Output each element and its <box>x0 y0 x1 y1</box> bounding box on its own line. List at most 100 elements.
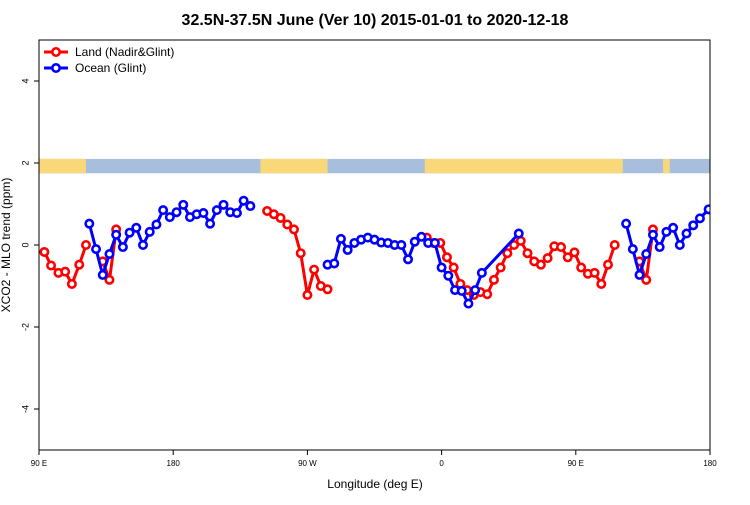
ocean-point <box>634 269 645 280</box>
land-point <box>509 240 520 251</box>
land-point <box>448 262 459 273</box>
x-tick-label: 90 E <box>31 459 47 468</box>
ocean-point <box>703 204 710 215</box>
legend-land-marker <box>50 46 61 57</box>
ocean-point <box>681 228 692 239</box>
ocean-point <box>131 222 142 233</box>
land-point <box>46 260 57 271</box>
land-point <box>275 212 286 223</box>
ocean-point <box>403 254 414 265</box>
land-point <box>641 274 652 285</box>
land-point <box>302 290 313 301</box>
ocean-point <box>164 212 175 223</box>
ocean-point <box>429 237 440 248</box>
ocean-point <box>627 244 638 255</box>
land-ocean-strip <box>39 158 710 174</box>
ocean-point <box>111 229 122 240</box>
x-axis: 90 E 180 90 W 0 90 E 180 <box>31 450 717 468</box>
ocean-point <box>661 226 672 237</box>
land-point <box>39 246 50 257</box>
legend-ocean-label: Ocean (Glint) <box>75 61 146 75</box>
land-point <box>562 252 573 263</box>
ocean-point <box>211 205 222 216</box>
ocean-point <box>342 244 353 255</box>
land-point <box>288 224 299 235</box>
ocean-point <box>621 218 632 229</box>
land-point <box>569 247 580 258</box>
y-axis: 4 2 0 -2 -4 <box>20 78 39 413</box>
ocean-point <box>178 199 189 210</box>
ocean-point <box>409 236 420 247</box>
land-point <box>522 248 533 259</box>
land-point <box>502 248 513 259</box>
land-point <box>589 267 600 278</box>
legend: Land (Nadir&Glint) Ocean (Glint) <box>44 45 174 75</box>
y-tick-label: -2 <box>20 323 30 331</box>
y-tick-label: 2 <box>20 160 30 165</box>
y-tick-label: -4 <box>20 405 30 413</box>
land-point <box>488 274 499 285</box>
ocean-point <box>688 220 699 231</box>
land-strip-span <box>424 158 623 174</box>
land-point <box>60 266 71 277</box>
ocean-point <box>641 249 652 260</box>
land-point <box>66 278 77 289</box>
ocean-point <box>117 242 128 253</box>
land-point <box>282 219 293 230</box>
land-point <box>104 274 115 285</box>
ocean-point <box>238 195 249 206</box>
land-point <box>556 242 567 253</box>
land-point <box>441 252 452 263</box>
ocean-point <box>124 227 135 238</box>
ocean-point <box>513 228 524 239</box>
ocean-point <box>396 240 407 251</box>
land-point <box>482 289 493 300</box>
ocean-point <box>218 199 229 210</box>
ocean-point <box>198 208 209 219</box>
land-point <box>603 259 614 270</box>
ocean-point <box>245 201 256 212</box>
x-tick-label: 90 E <box>568 459 584 468</box>
ocean-point <box>654 242 665 253</box>
chart-title: 32.5N-37.5N June (Ver 10) 2015-01-01 to … <box>182 12 569 29</box>
ocean-point <box>84 218 95 229</box>
ocean-point <box>104 249 115 260</box>
x-tick-label: 180 <box>167 459 181 468</box>
x-axis-label: Longitude (deg E) <box>327 477 422 491</box>
land-point <box>322 284 333 295</box>
ocean-point <box>138 240 149 251</box>
ocean-point <box>205 218 216 229</box>
y-tick-label: 0 <box>20 242 30 247</box>
ocean-point <box>456 285 467 296</box>
ocean-point <box>668 222 679 233</box>
ocean-point <box>171 207 182 218</box>
x-tick-label: 90 W <box>298 459 317 468</box>
land-point <box>74 259 85 270</box>
legend-land-label: Land (Nadir&Glint) <box>75 45 174 59</box>
y-tick-label: 4 <box>20 78 30 83</box>
land-point <box>535 259 546 270</box>
land-point <box>80 240 91 251</box>
legend-ocean-marker <box>50 63 61 74</box>
ocean-point <box>158 205 169 216</box>
x-tick-label: 0 <box>439 459 444 468</box>
ocean-point <box>335 233 346 244</box>
land-point <box>542 253 553 264</box>
ocean-point <box>694 213 705 224</box>
ocean-point <box>476 267 487 278</box>
land-point <box>295 248 306 259</box>
series-layer <box>39 195 710 309</box>
ocean-point <box>144 226 155 237</box>
ocean-point <box>231 208 242 219</box>
ocean-point <box>647 229 658 240</box>
ocean-point <box>443 270 454 281</box>
ocean-point <box>470 285 481 296</box>
ocean-point <box>329 258 340 269</box>
land-strip-span <box>260 158 328 174</box>
x-tick-label: 180 <box>703 459 717 468</box>
land-strip-span <box>39 158 86 174</box>
land-point <box>495 262 506 273</box>
ocean-point <box>151 219 162 230</box>
